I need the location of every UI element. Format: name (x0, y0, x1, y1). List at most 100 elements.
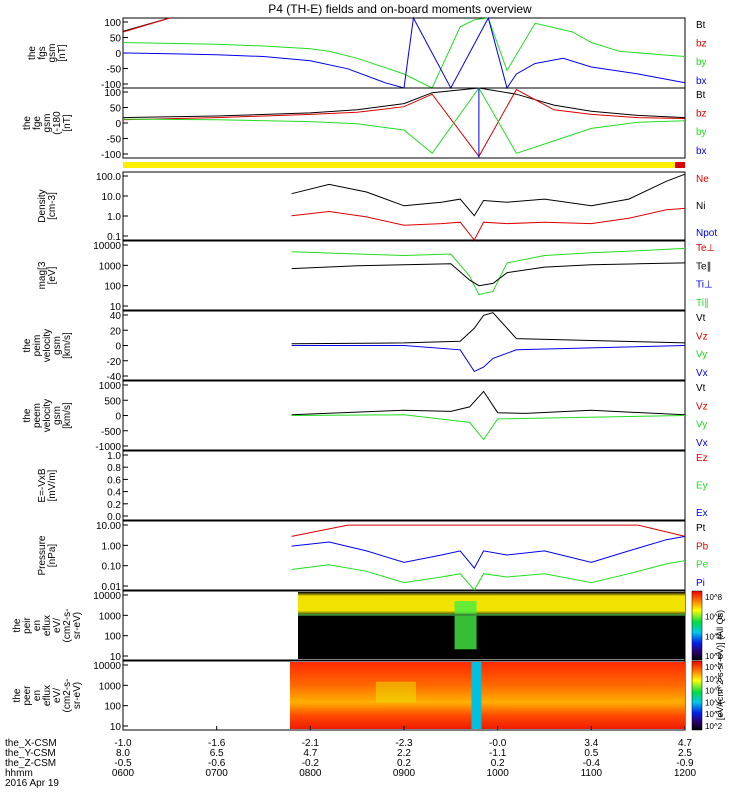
y-axis-label: [eV] (47, 266, 58, 284)
y-tick-label: 0.10 (102, 562, 122, 573)
y-tick-label: 100 (104, 702, 121, 713)
legend-label: Te∥ (696, 261, 712, 272)
legend-label: Ti∥ (696, 298, 709, 309)
y-axis-label: velocity (42, 399, 53, 432)
x-tick-label: 1100 (581, 768, 603, 779)
y-axis-label: [cm-3] (47, 192, 58, 220)
y-tick-label: 0 (115, 342, 121, 353)
y-axis-label: mag[3 (37, 261, 48, 289)
y-tick-label: 100 (104, 88, 121, 99)
y-axis-label: [km/s] (62, 402, 73, 429)
y-tick-label: 0.0 (107, 512, 121, 523)
legend-label: Npot (696, 228, 717, 239)
colorbar-tick-label: 10^5 (705, 687, 723, 696)
y-axis-label: Pressure (37, 535, 48, 575)
y-tick-label: 100 (104, 282, 121, 293)
legend-label: bx (696, 146, 707, 157)
y-tick-label: 100 (104, 632, 121, 643)
x-tick-label: -0.2 (302, 758, 320, 769)
colorbar-tick-label: 10^7 (705, 663, 723, 672)
y-axis-label: the (27, 46, 38, 60)
series-line-Ni (291, 173, 686, 217)
y-axis-label: peir (22, 616, 33, 633)
y-tick-label: 0 (115, 49, 121, 60)
panel-esa-velocity-2: 1000 500 0 -500 -1000 the peem velocity gsm [km/s… (22, 380, 708, 453)
y-axis-label: the (22, 408, 33, 422)
x-row-label-z: the_Z-CSM (5, 758, 56, 769)
y-tick-label: 0 (115, 412, 121, 423)
y-axis-label: eV/ (52, 618, 63, 633)
y-tick-label: 1000 (99, 681, 122, 692)
colorbar-tick-label: 10^2 (705, 722, 723, 731)
x-tick-label: -1.6 (208, 738, 226, 749)
spectrogram-fill (298, 592, 685, 659)
y-tick-label: -1000 (95, 442, 121, 453)
panel-pressure: 10.00 1.00 0.10 0.01 Pressure [nPa] Pt Pb Pe Pi (37, 520, 709, 593)
panel-frame (122, 240, 686, 311)
panel-frame (122, 171, 686, 241)
y-tick-label: -50 (107, 135, 122, 146)
y-axis-label: [nPa] (47, 544, 58, 568)
y-tick-label: 1.0 (107, 451, 121, 462)
series-line-by (122, 17, 686, 89)
plot-title: P4 (TH-E) fields and on-board moments ov… (268, 2, 532, 16)
x-tick-label: 0900 (393, 768, 416, 779)
x-tick-label: 1200 (674, 768, 697, 779)
y-axis-label: peim (32, 335, 43, 357)
x-tick-label: -0.0 (489, 738, 507, 749)
y-tick-label: 10000 (93, 661, 121, 672)
x-tick-label: -0.5 (114, 758, 132, 769)
y-tick-label: 10000 (93, 241, 121, 252)
y-tick-label: 1000 (99, 381, 122, 392)
y-axis-label: eflux (42, 615, 53, 636)
y-tick-label: 10.0 (102, 192, 122, 203)
colorbar-tick-label: 10^3 (705, 710, 723, 719)
y-axis-label: peer (22, 685, 33, 706)
legend-label: Vx (696, 368, 708, 379)
colorbar-tick-label: 10^6 (705, 675, 723, 684)
y-tick-label: 0 (115, 119, 121, 130)
colorbar-tick-label: 10^4 (705, 698, 723, 707)
y-tick-label: 500 (104, 396, 121, 407)
y-axis-label: the (22, 116, 33, 130)
panel-frame (122, 17, 686, 89)
x-tick-label: 4.7 (303, 748, 317, 759)
series-line-Vx (291, 345, 686, 373)
y-tick-label: 100.0 (96, 172, 121, 183)
legend-label: Vx (696, 438, 708, 449)
legend-label: Bt (696, 20, 706, 31)
legend-label: bz (696, 109, 707, 120)
legend-label: by (696, 127, 707, 138)
colorbar-tick-label: 10^4 (705, 632, 723, 641)
legend-label: Ez (696, 453, 708, 464)
y-axis-label: sr-eV) (72, 682, 83, 709)
series-line-bz (122, 17, 170, 33)
panel-frame (122, 450, 686, 521)
series-line-Ne (291, 207, 686, 241)
series-line-Vt (291, 390, 686, 416)
colorbar (691, 660, 703, 731)
y-axis-label: (cm2-s- (62, 679, 73, 713)
y-axis-label: en (32, 620, 43, 631)
y-axis-label: gsm (52, 406, 63, 425)
legend-label: Bt (696, 90, 706, 101)
legend-label: by (696, 57, 707, 68)
y-axis-label: gsm (47, 44, 58, 63)
colorbar (691, 590, 703, 661)
y-tick-label: 0.2 (107, 500, 121, 511)
y-tick-label: 1.0 (107, 212, 121, 223)
x-tick-label: -2.1 (302, 738, 320, 749)
y-axis-label: (cm2-s- (62, 609, 73, 643)
y-axis-label: Density (37, 189, 48, 222)
x-tick-label: 8.0 (116, 748, 130, 759)
x-tick-label: -0.4 (583, 758, 601, 769)
y-tick-label: 40 (110, 311, 122, 322)
panel-fgs: 100 50 0 -50 -100 the fgs gsm [nT] Bt bz by bx (27, 16, 707, 91)
y-axis-label: fge (32, 116, 43, 130)
panel-frame (122, 380, 686, 451)
legend-label: Vt (696, 383, 706, 394)
panel-ion-spectrogram: 10^8 10^6 10^4 10^2 10000 1000 100 10 the peir en e… (12, 590, 723, 663)
colorbar-tick-label: 10^2 (705, 652, 723, 661)
series-line-Pb (291, 524, 686, 537)
